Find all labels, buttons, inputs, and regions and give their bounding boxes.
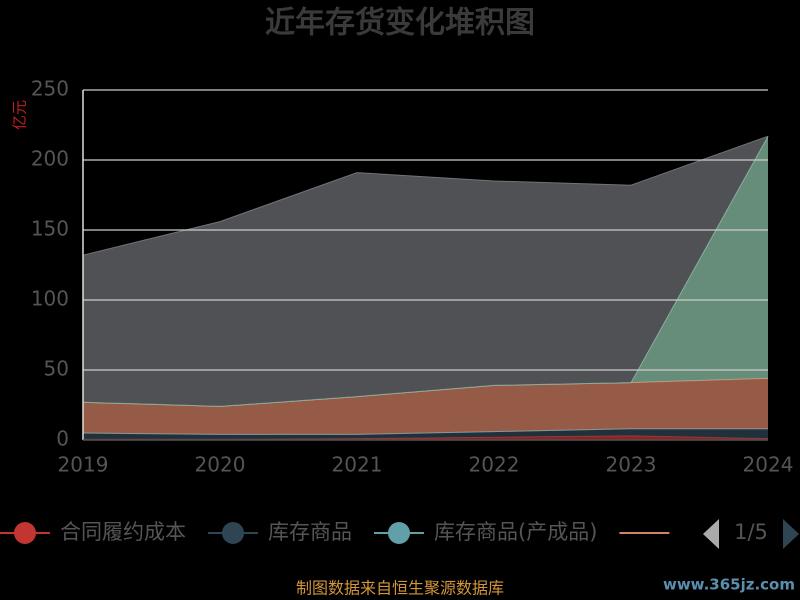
legend-symbol [14, 522, 36, 544]
area [83, 435, 768, 440]
y-axis-label: 亿元 [11, 100, 29, 130]
pager-text: 1/5 [734, 520, 768, 544]
chart-title: 近年存货变化堆积图 [265, 6, 535, 41]
legend-symbol [388, 522, 410, 544]
y-tick-label: 250 [31, 77, 69, 101]
x-tick-label: 2023 [606, 453, 657, 477]
x-tick-label: 2021 [332, 453, 383, 477]
plot-area [82, 135, 769, 440]
x-tick-label: 2019 [58, 453, 109, 477]
pager-next[interactable] [783, 519, 799, 549]
y-tick-label: 100 [31, 287, 69, 311]
legend-label: 合同履约成本 [60, 520, 186, 544]
legend-label: 库存商品(产成品) [434, 520, 597, 544]
area [83, 378, 768, 435]
source-note: 制图数据来自恒生聚源数据库 [296, 579, 504, 598]
y-tick-label: 50 [44, 357, 69, 381]
x-tick-label: 2024 [743, 453, 794, 477]
area [83, 136, 768, 407]
legend-symbol [222, 522, 244, 544]
x-tick-label: 2020 [195, 453, 246, 477]
legend-label: 库存商品 [268, 520, 352, 544]
y-tick-label: 200 [31, 147, 69, 171]
area [83, 136, 768, 407]
x-tick-label: 2022 [469, 453, 520, 477]
area-line [82, 135, 769, 256]
area [83, 428, 768, 440]
watermark: www.365jz.com [663, 576, 795, 594]
pager-prev[interactable] [703, 519, 719, 549]
y-tick-label: 150 [31, 217, 69, 241]
y-tick-label: 0 [56, 427, 69, 451]
